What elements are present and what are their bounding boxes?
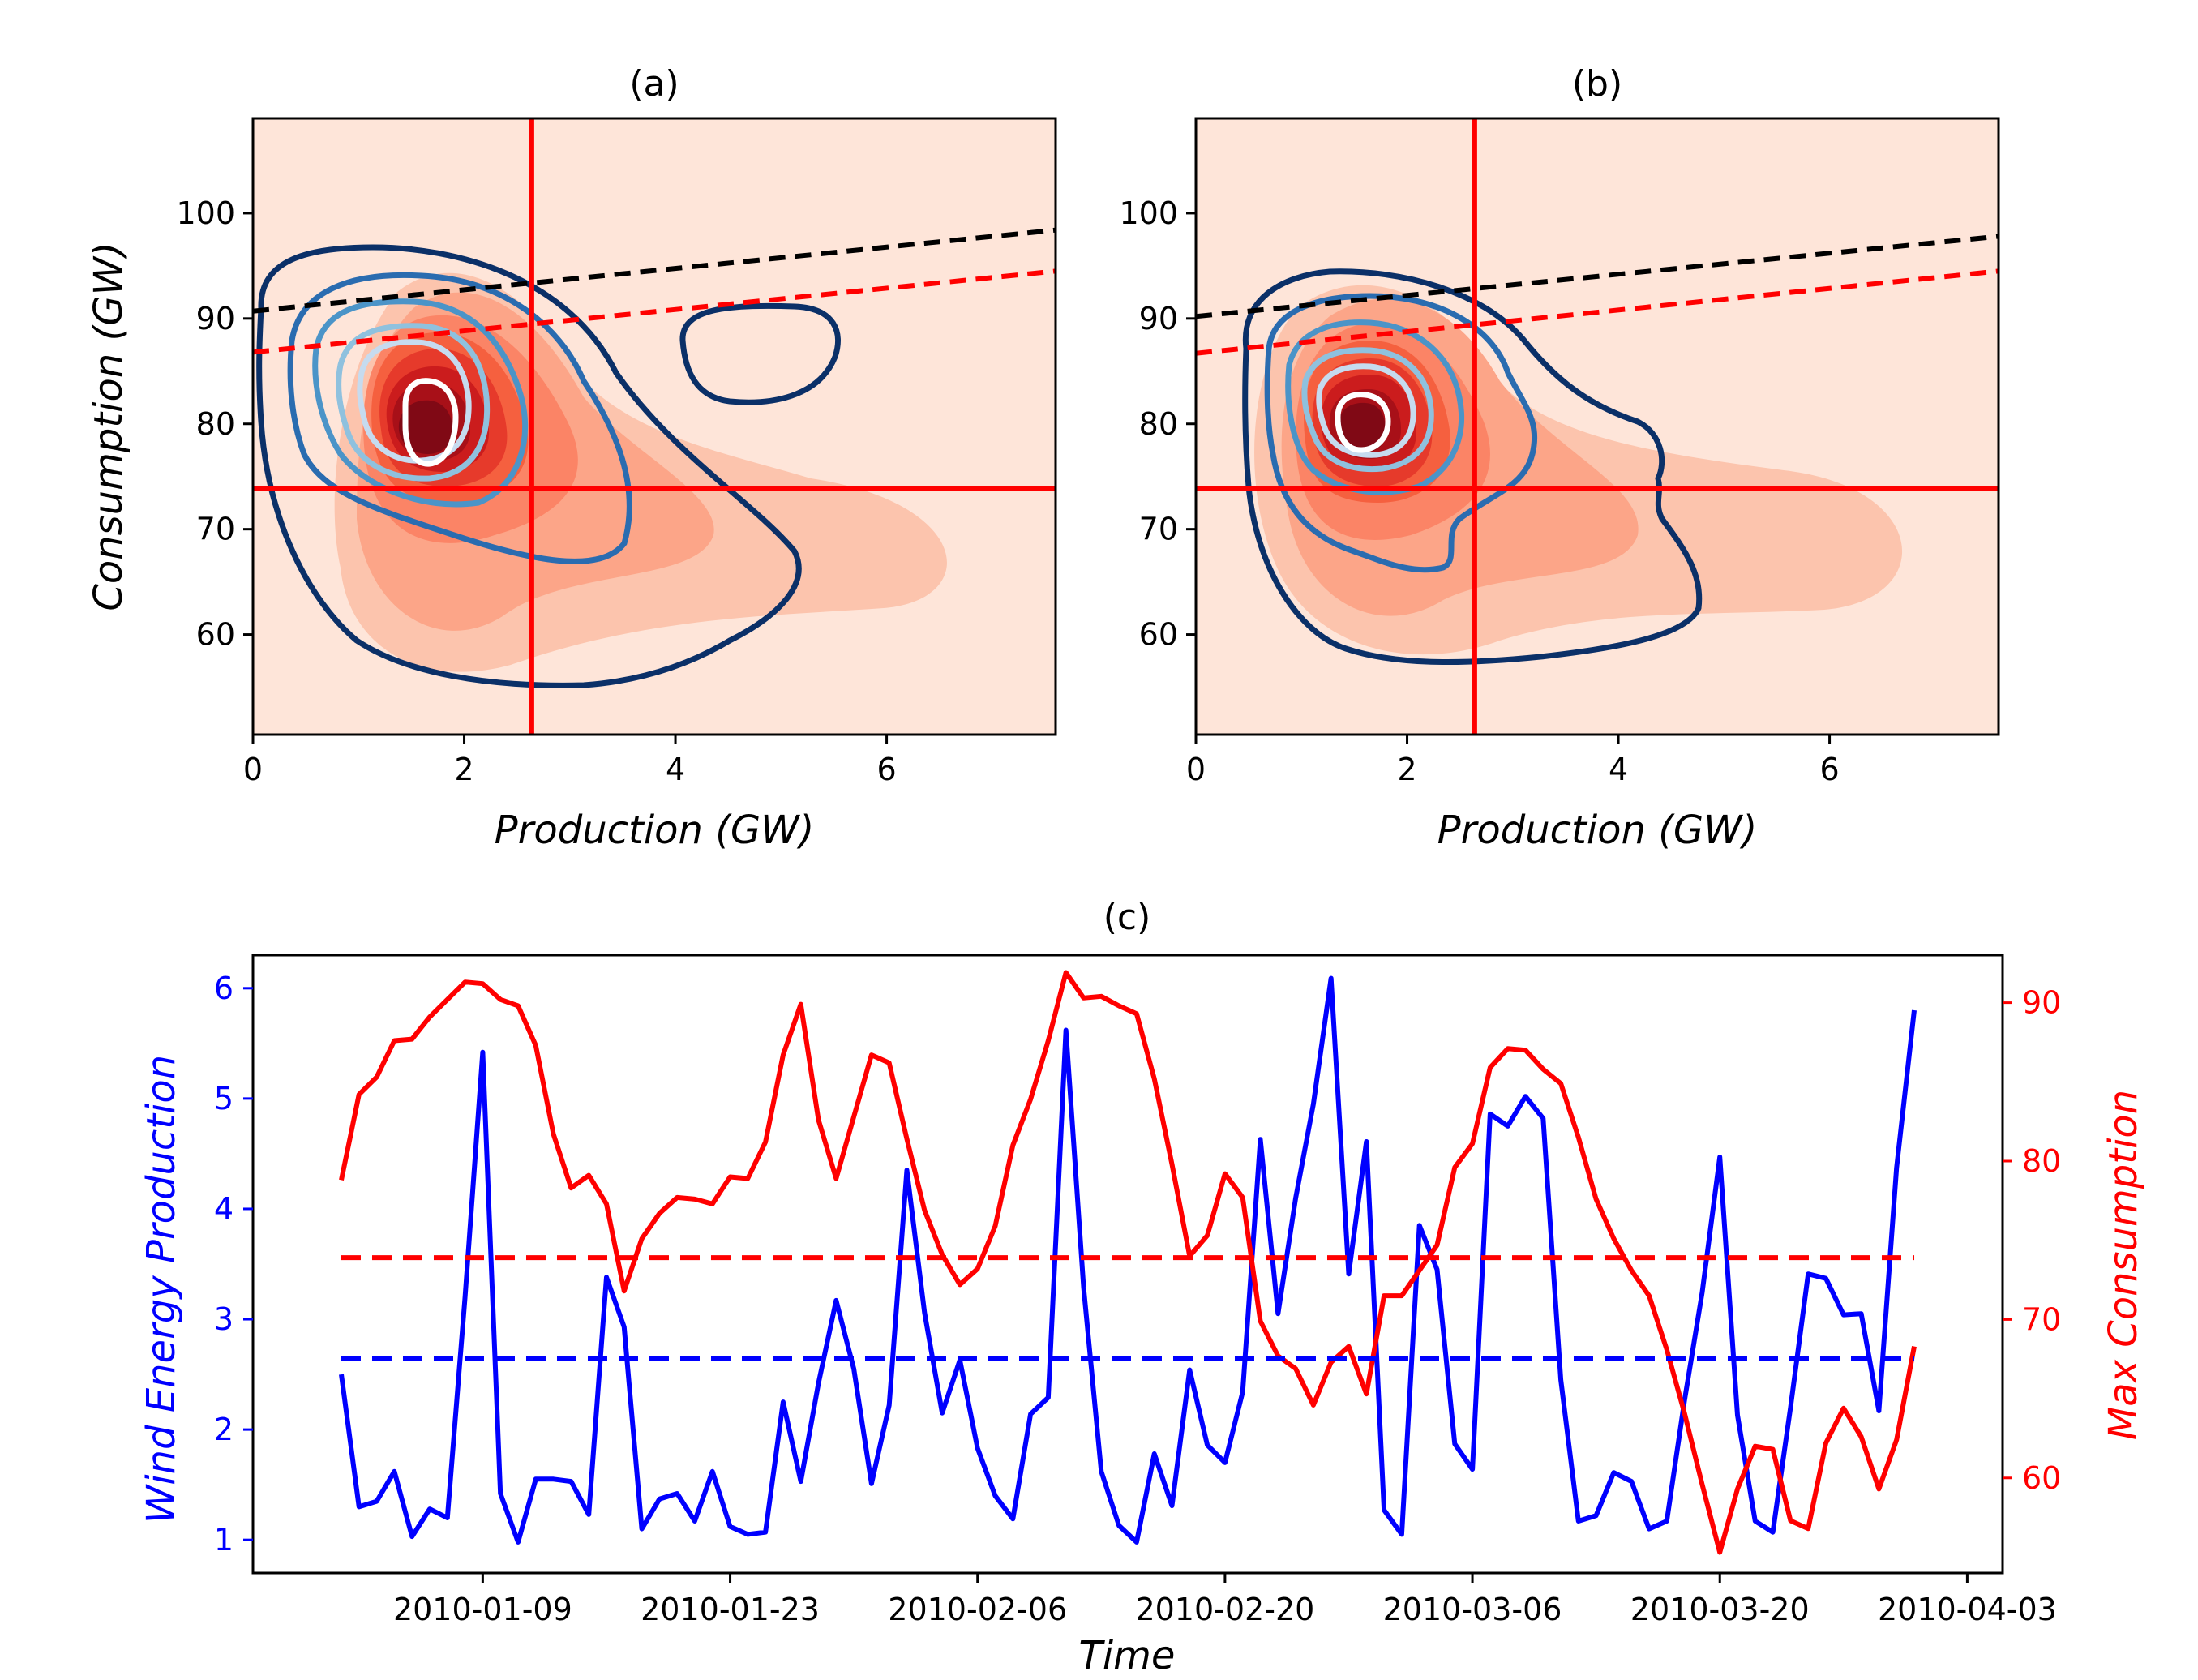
y-tick-label: 60 — [1139, 617, 1178, 653]
panel-a-frame — [251, 117, 1057, 736]
x-tick-label: 6 — [1819, 752, 1839, 787]
panel-b-black-dashed-line — [1196, 234, 1999, 319]
left-y-tick-label: 3 — [214, 1301, 234, 1337]
panel-b-density-contours — [1242, 268, 1703, 666]
x-tick-label: 0 — [243, 752, 263, 787]
y-tick-label: 90 — [1139, 301, 1178, 336]
panel-a-y-label: Consumption (GW) — [86, 242, 131, 611]
x-tick-label: 2 — [454, 752, 473, 787]
panel-c-plot-area — [339, 970, 1917, 1555]
left-y-tick-label: 1 — [214, 1522, 234, 1558]
panel-c-frame — [251, 954, 2004, 1575]
panel-a-title: (a) — [629, 63, 679, 105]
panel-b-x-ticks: 0 2 4 6 — [1186, 735, 1840, 787]
y-tick-label: 80 — [196, 406, 235, 442]
y-tick-label: 70 — [1139, 512, 1178, 547]
panel-a-y-ticks: 60 70 80 90 100 — [176, 195, 253, 653]
panel-a: (a) — [86, 63, 1057, 853]
y-tick-label: 70 — [196, 512, 235, 547]
wind-production-series-line — [339, 975, 1917, 1545]
x-tick-label: 4 — [666, 752, 685, 787]
y-tick-label: 100 — [1119, 195, 1178, 231]
panel-a-density-contours — [256, 244, 841, 688]
left-y-tick-label: 4 — [214, 1191, 234, 1227]
x-tick-label: 6 — [876, 752, 896, 787]
panel-a-black-dashed-line — [253, 227, 1056, 314]
right-y-tick-label: 80 — [2022, 1143, 2061, 1179]
x-tick-label: 2010-01-23 — [641, 1592, 820, 1627]
panel-b-red-dashed-line — [1196, 268, 1999, 356]
panel-c-left-y-label: Wind Energy Production — [139, 1055, 184, 1524]
panel-c-right-y-ticks: 60 70 80 90 — [2003, 985, 2061, 1496]
left-y-tick-label: 5 — [214, 1081, 234, 1116]
panel-c-x-label: Time — [1079, 1633, 1176, 1678]
x-tick-label: 2 — [1397, 752, 1416, 787]
x-tick-label: 4 — [1609, 752, 1628, 787]
x-tick-label: 2010-03-20 — [1630, 1592, 1810, 1627]
panel-b-frame — [1194, 117, 2000, 736]
y-tick-label: 80 — [1139, 406, 1178, 442]
right-y-tick-label: 70 — [2022, 1301, 2061, 1337]
x-tick-label: 2010-03-06 — [1383, 1592, 1562, 1627]
x-tick-label: 2010-02-20 — [1135, 1592, 1314, 1627]
panel-c: (c) 2010-01-09 2010-01-23 2010-02-06 2010-0… — [139, 897, 2146, 1678]
right-y-tick-label: 90 — [2022, 985, 2061, 1021]
panel-c-right-y-label: Max Consumption — [2101, 1090, 2146, 1440]
panel-a-x-ticks: 0 2 4 6 — [243, 735, 897, 787]
left-y-tick-label: 2 — [214, 1412, 234, 1447]
panel-c-x-ticks: 2010-01-09 2010-01-23 2010-02-06 2010-02-20… — [393, 1573, 2057, 1627]
panel-a-red-dashed-line — [253, 268, 1056, 355]
panel-b-title: (b) — [1572, 63, 1622, 105]
left-y-tick-label: 6 — [214, 971, 234, 1006]
panel-b-y-ticks: 60 70 80 90 100 — [1119, 195, 1196, 653]
panel-b-x-label: Production (GW) — [1437, 808, 1758, 853]
panel-b: (b) — [1119, 63, 2000, 853]
x-tick-label: 2010-04-03 — [1878, 1592, 2057, 1627]
panel-c-left-y-ticks: 1 2 3 4 5 6 — [214, 971, 253, 1558]
x-tick-label: 0 — [1186, 752, 1206, 787]
x-tick-label: 2010-02-06 — [888, 1592, 1067, 1627]
x-tick-label: 2010-01-09 — [393, 1592, 572, 1627]
panel-c-title: (c) — [1103, 897, 1151, 938]
max-consumption-series-line — [339, 970, 1917, 1555]
y-tick-label: 90 — [196, 301, 235, 336]
right-y-tick-label: 60 — [2022, 1460, 2061, 1496]
y-tick-label: 100 — [176, 195, 235, 231]
y-tick-label: 60 — [196, 617, 235, 653]
panel-a-x-label: Production (GW) — [495, 808, 815, 853]
